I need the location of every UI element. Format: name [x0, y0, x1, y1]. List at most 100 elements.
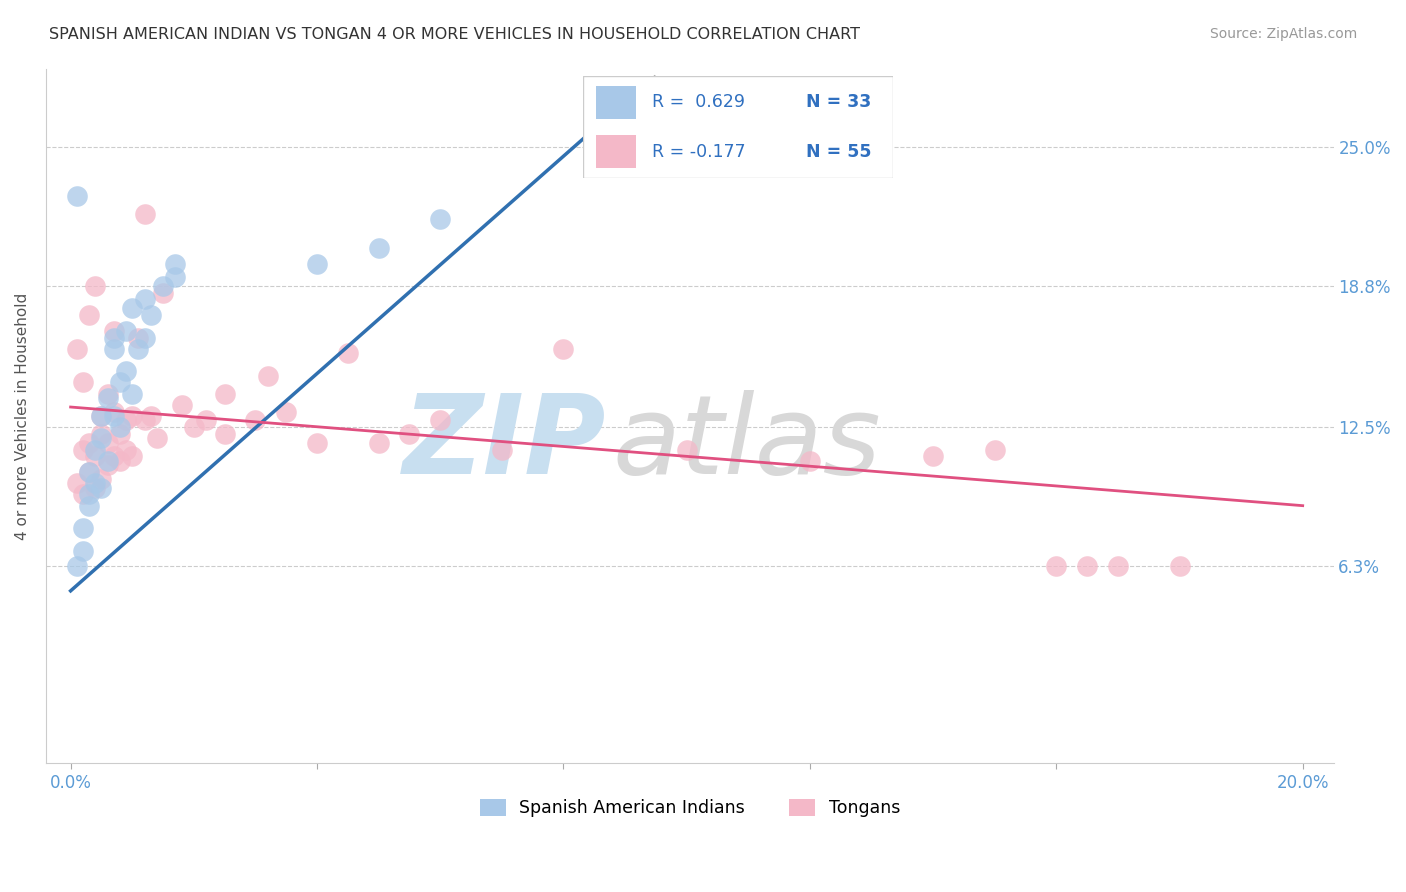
Text: Source: ZipAtlas.com: Source: ZipAtlas.com	[1209, 27, 1357, 41]
Point	[103, 404, 125, 418]
Point	[983, 442, 1005, 457]
Point	[1045, 559, 1067, 574]
Point	[139, 308, 162, 322]
Point	[97, 458, 120, 473]
Point	[134, 207, 156, 221]
Point	[90, 481, 112, 495]
Text: N = 33: N = 33	[806, 94, 872, 112]
Point	[146, 431, 169, 445]
Point	[134, 413, 156, 427]
Point	[77, 436, 100, 450]
Text: ZIP: ZIP	[402, 391, 606, 498]
Point	[127, 342, 149, 356]
Point	[305, 256, 328, 270]
Point	[103, 409, 125, 423]
Point	[245, 413, 267, 427]
Point	[183, 420, 205, 434]
Point	[553, 342, 575, 356]
Point	[77, 487, 100, 501]
Point	[165, 270, 187, 285]
Point	[336, 346, 359, 360]
Point	[214, 426, 236, 441]
Point	[90, 409, 112, 423]
Point	[103, 324, 125, 338]
Text: atlas: atlas	[613, 391, 882, 498]
Point	[108, 454, 131, 468]
Point	[367, 241, 389, 255]
Point	[90, 409, 112, 423]
Point	[97, 386, 120, 401]
Y-axis label: 4 or more Vehicles in Household: 4 or more Vehicles in Household	[15, 293, 30, 540]
Point	[429, 211, 451, 226]
Point	[195, 413, 218, 427]
Point	[115, 324, 138, 338]
Point	[72, 376, 94, 390]
Point	[115, 413, 138, 427]
Point	[77, 499, 100, 513]
Point	[97, 454, 120, 468]
Point	[103, 342, 125, 356]
Point	[108, 376, 131, 390]
Point	[134, 293, 156, 307]
Point	[1107, 559, 1129, 574]
Point	[121, 409, 143, 423]
Point	[97, 391, 120, 405]
Point	[121, 301, 143, 316]
FancyBboxPatch shape	[583, 76, 893, 178]
Point	[108, 426, 131, 441]
Point	[127, 330, 149, 344]
Point	[66, 476, 89, 491]
Point	[367, 436, 389, 450]
Point	[103, 450, 125, 464]
Point	[491, 442, 513, 457]
Point	[66, 559, 89, 574]
Point	[84, 481, 107, 495]
Point	[90, 426, 112, 441]
Text: N = 55: N = 55	[806, 143, 872, 161]
FancyBboxPatch shape	[596, 136, 636, 168]
Point	[84, 442, 107, 457]
Point	[152, 285, 174, 300]
FancyBboxPatch shape	[596, 87, 636, 119]
Point	[115, 364, 138, 378]
Text: SPANISH AMERICAN INDIAN VS TONGAN 4 OR MORE VEHICLES IN HOUSEHOLD CORRELATION CH: SPANISH AMERICAN INDIAN VS TONGAN 4 OR M…	[49, 27, 860, 42]
Point	[134, 330, 156, 344]
Point	[77, 308, 100, 322]
Point	[165, 256, 187, 270]
Point	[305, 436, 328, 450]
Point	[72, 521, 94, 535]
Point	[139, 409, 162, 423]
Point	[115, 442, 138, 457]
Point	[799, 454, 821, 468]
Point	[84, 450, 107, 464]
Point	[72, 543, 94, 558]
Text: R = -0.177: R = -0.177	[651, 143, 745, 161]
Point	[90, 472, 112, 486]
Point	[66, 342, 89, 356]
Legend: Spanish American Indians, Tongans: Spanish American Indians, Tongans	[472, 791, 907, 824]
Point	[121, 450, 143, 464]
Point	[1168, 559, 1191, 574]
Point	[90, 431, 112, 445]
Point	[103, 330, 125, 344]
Point	[152, 279, 174, 293]
Point	[170, 398, 193, 412]
Text: R =  0.629: R = 0.629	[651, 94, 745, 112]
Point	[72, 442, 94, 457]
Point	[84, 476, 107, 491]
Point	[84, 279, 107, 293]
Point	[108, 420, 131, 434]
Point	[214, 386, 236, 401]
Point	[398, 426, 420, 441]
Point	[429, 413, 451, 427]
Point	[77, 465, 100, 479]
Point	[276, 404, 298, 418]
Point	[121, 386, 143, 401]
Point	[922, 450, 945, 464]
Point	[97, 436, 120, 450]
Point	[72, 487, 94, 501]
Point	[1076, 559, 1098, 574]
Point	[66, 189, 89, 203]
Point	[77, 465, 100, 479]
Point	[675, 442, 697, 457]
